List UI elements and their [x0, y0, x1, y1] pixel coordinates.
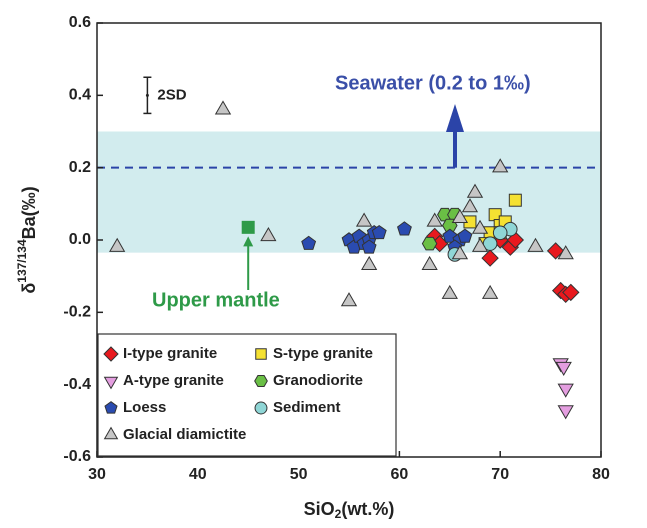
- legend-marker: [104, 401, 118, 414]
- legend-label: A-type granite: [123, 372, 224, 389]
- y-tick-label: -0.6: [63, 448, 91, 465]
- marker: [241, 220, 255, 234]
- marker: [492, 225, 508, 241]
- marker: [492, 158, 509, 173]
- x-tick-label: 30: [88, 466, 106, 483]
- x-tick-label: 70: [491, 466, 509, 483]
- marker: [546, 242, 565, 260]
- marker: [397, 221, 412, 236]
- marker: [340, 292, 358, 307]
- legend-label: S-type granite: [273, 345, 373, 362]
- marker: [481, 249, 499, 267]
- x-label-sub: 2: [335, 507, 342, 521]
- y-label-main: Ba(‰): [19, 186, 39, 239]
- y-tick-label: 0.0: [69, 231, 91, 248]
- marker: [260, 226, 277, 242]
- legend-label: Loess: [123, 399, 166, 416]
- marker: [457, 228, 473, 243]
- x-tick-label: 80: [592, 466, 610, 483]
- marker: [451, 208, 469, 223]
- marker: [562, 283, 580, 302]
- error-label: 2SD: [157, 86, 186, 103]
- seawater-arrowhead: [446, 104, 464, 132]
- legend-label: Glacial diamictite: [123, 426, 246, 443]
- upper-mantle-arrowhead: [243, 236, 254, 247]
- y-tick-label: 0.4: [69, 87, 91, 104]
- y-tick-label: -0.2: [63, 304, 91, 321]
- marker: [461, 198, 479, 213]
- marker: [471, 219, 489, 234]
- marker: [466, 183, 484, 198]
- x-tick-label: 60: [391, 466, 409, 483]
- legend-label: Sediment: [273, 399, 341, 416]
- marker: [557, 383, 574, 398]
- upper-mantle-label: Upper mantle: [152, 289, 280, 311]
- legend-marker: [254, 375, 268, 387]
- marker: [301, 235, 317, 250]
- marker: [361, 239, 377, 254]
- marker: [557, 245, 574, 260]
- legend-label: Granodiorite: [273, 372, 363, 389]
- marker: [441, 284, 458, 299]
- marker: [555, 361, 572, 376]
- legend-label: I-type granite: [123, 345, 217, 362]
- legend-marker: [103, 346, 119, 362]
- y-tick-label: 0.6: [69, 14, 91, 31]
- x-axis-label: SiO2(wt.%): [304, 499, 395, 521]
- marker: [361, 255, 378, 270]
- marker: [421, 236, 438, 251]
- legend-marker: [255, 348, 267, 360]
- legend-box: [97, 333, 397, 457]
- marker: [421, 255, 438, 270]
- marker: [471, 237, 489, 252]
- legend-marker: [103, 426, 119, 440]
- legend-marker: [254, 401, 268, 415]
- marker: [355, 212, 373, 227]
- x-tick-label: 50: [290, 466, 308, 483]
- y-axis-label: δ137/134Ba(‰): [15, 186, 39, 293]
- marker: [527, 237, 544, 252]
- marker: [481, 284, 499, 299]
- y-tick-label: -0.4: [63, 376, 91, 393]
- error-center: [145, 93, 149, 97]
- y-label-prefix: δ: [19, 283, 39, 294]
- marker: [508, 193, 522, 207]
- marker: [557, 405, 574, 420]
- marker: [451, 245, 469, 260]
- legend-marker: [103, 376, 119, 390]
- marker: [109, 237, 126, 252]
- x-label-unit: (wt.%): [341, 499, 394, 519]
- marker: [214, 100, 232, 115]
- seawater-label: Seawater (0.2 to 1‰): [335, 72, 531, 94]
- x-label-main: SiO: [304, 499, 335, 519]
- y-tick-label: 0.2: [69, 159, 91, 176]
- y-label-sup: 137/134: [15, 239, 29, 283]
- marker: [426, 212, 443, 227]
- x-tick-label: 40: [189, 466, 207, 483]
- marker: [371, 224, 387, 240]
